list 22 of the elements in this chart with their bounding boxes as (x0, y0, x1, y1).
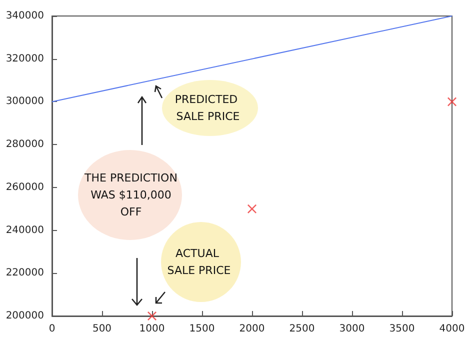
point (248, 204, 256, 214)
y-tick-label: 260000 (6, 182, 44, 193)
x-tick-label: 4000 (439, 324, 465, 334)
x-tick-label: 2000 (239, 324, 265, 334)
x-tick-label: 1000 (139, 324, 165, 334)
y-tick-label: 340000 (6, 10, 44, 22)
y-tick-label: 240000 (6, 224, 44, 236)
y-tick-label: 300000 (6, 96, 44, 108)
annotation: THE PREDICTION WAS $110,000 OFF (84, 172, 178, 218)
x-tick-label: 0 (48, 324, 56, 334)
y-tick-label: 320000 (6, 53, 44, 64)
x-tick-label: 3500 (389, 324, 415, 334)
y-tick-label: 200000 (6, 310, 44, 322)
y-tick-label: 220000 (6, 268, 44, 279)
x-tick-label: 1500 (189, 324, 215, 334)
y-tick-label: 280000 (6, 139, 44, 150)
annotation: ACTUAL SALE PRICE (167, 247, 231, 277)
annotation: PREDICTED SALE PRICE (174, 93, 242, 123)
x-tick-label: 3000 (339, 324, 365, 334)
x-tick-label: 500 (92, 324, 112, 334)
x-tick-label: 2500 (289, 324, 315, 334)
point (448, 97, 456, 106)
